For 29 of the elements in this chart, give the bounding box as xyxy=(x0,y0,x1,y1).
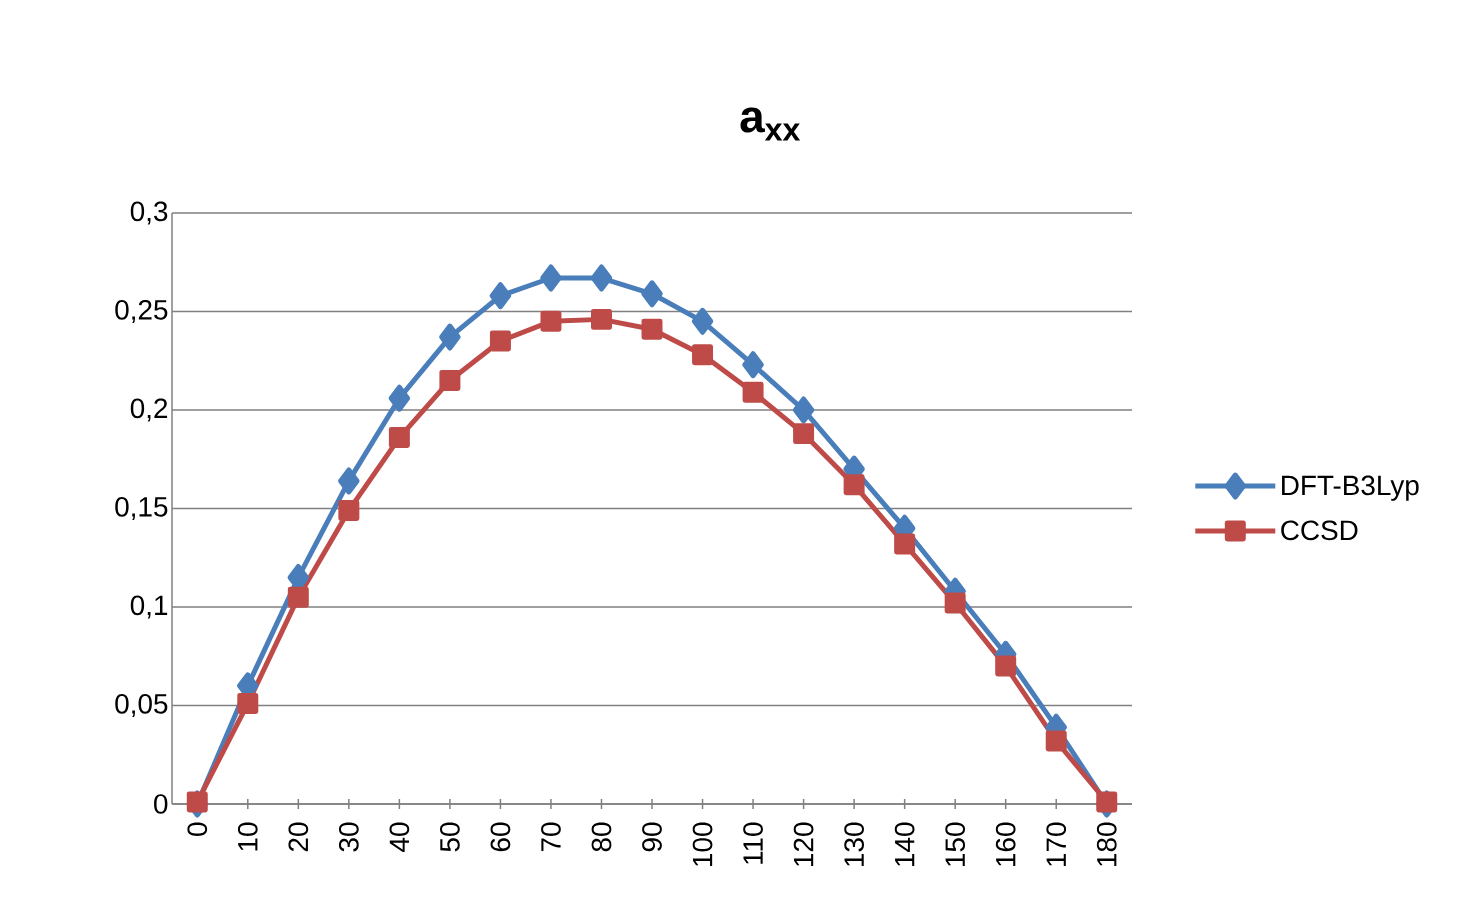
y-tick-label: 0,05 xyxy=(115,693,168,718)
x-tick-label: 40 xyxy=(389,822,410,852)
y-tick-label: 0 xyxy=(154,794,168,814)
x-tick-label: 120 xyxy=(793,822,814,866)
x-tick-label: 140 xyxy=(894,822,915,866)
x-tick-label: 180 xyxy=(1096,822,1117,866)
x-tick-label: 10 xyxy=(237,822,258,851)
y-tick-label: 0,2 xyxy=(130,398,168,422)
x-tick-label: 80 xyxy=(591,822,612,852)
y-tick-label: 0,25 xyxy=(115,299,168,324)
y-tick-label: 0,1 xyxy=(130,595,168,619)
x-tick-label: 70 xyxy=(541,822,561,852)
y-tick-label: 0,15 xyxy=(115,496,168,521)
x-tick-label: 90 xyxy=(642,822,662,852)
x-tick-label: 60 xyxy=(490,822,511,852)
x-tick-label: 110 xyxy=(743,822,763,864)
x-tick-label: 50 xyxy=(440,822,460,852)
legend-label: DFT-B3Lyp xyxy=(1282,475,1419,501)
x-tick-label: 20 xyxy=(288,822,309,852)
x-tick-label: 130 xyxy=(844,822,864,866)
x-tick-label: 170 xyxy=(1046,822,1067,866)
x-tick-label: 0 xyxy=(187,822,208,836)
x-tick-label: 150 xyxy=(945,822,966,866)
y-tick-label: 0,3 xyxy=(130,201,168,225)
x-tick-label: 30 xyxy=(338,822,359,852)
legend-label: CCSD xyxy=(1281,520,1358,541)
chart-title: a$_{xx}$ xyxy=(740,107,801,141)
x-tick-label: 160 xyxy=(995,822,1016,866)
x-tick-label: 100 xyxy=(692,822,713,866)
